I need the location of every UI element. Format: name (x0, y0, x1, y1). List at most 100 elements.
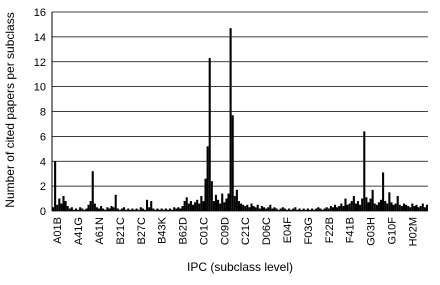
bar (375, 204, 378, 211)
y-tick-label: 12 (34, 57, 46, 69)
x-tick-label: C01C (198, 217, 210, 245)
bar (417, 207, 420, 211)
bar (306, 208, 309, 211)
bar (152, 208, 155, 211)
bar (68, 208, 71, 211)
bar (379, 199, 383, 211)
bar (260, 206, 263, 211)
bar (338, 206, 341, 211)
bar (79, 207, 82, 211)
bar (240, 203, 243, 211)
bar (331, 207, 334, 211)
y-tick-label: 14 (34, 32, 46, 44)
bar (269, 204, 272, 211)
bar (354, 203, 357, 211)
bar (114, 194, 117, 211)
y-tick-label: 10 (34, 82, 46, 94)
bar (158, 209, 161, 211)
bar (123, 207, 126, 211)
bar (279, 208, 282, 211)
bar (365, 197, 368, 211)
bar (315, 208, 318, 211)
bar (265, 208, 268, 211)
bar (409, 207, 412, 211)
bar (356, 201, 360, 211)
bar (304, 209, 307, 211)
bar (125, 209, 128, 211)
bar (74, 208, 78, 211)
x-tick-label: A01B (52, 217, 64, 244)
bar (106, 207, 109, 211)
bar (87, 204, 90, 211)
bar (100, 206, 103, 211)
bar (133, 209, 136, 211)
bar (425, 204, 428, 211)
bar (298, 208, 301, 211)
x-tick-label: H02M (407, 217, 419, 246)
bar (292, 208, 295, 211)
bar (258, 208, 261, 211)
bar (321, 209, 324, 211)
bar (242, 204, 245, 211)
bar (237, 201, 240, 211)
bar (110, 206, 113, 211)
bar (187, 203, 190, 211)
bar (244, 206, 247, 211)
bar (392, 204, 395, 211)
x-tick-label: E04F (282, 217, 294, 244)
bar (290, 209, 293, 211)
bar (342, 206, 345, 211)
x-tick-label: B62D (178, 217, 190, 245)
bar (352, 196, 355, 211)
bar (396, 196, 399, 211)
bar (348, 203, 351, 211)
bar (275, 208, 278, 211)
y-tick-label: 0 (40, 206, 46, 218)
bar (235, 189, 238, 211)
bar (85, 208, 88, 211)
bar (262, 207, 266, 211)
bar (225, 198, 228, 211)
bar (277, 209, 280, 211)
y-tick-label: 8 (40, 107, 46, 119)
bar (227, 193, 230, 211)
bar (394, 203, 397, 211)
bar (141, 208, 144, 211)
bar (129, 209, 132, 211)
bar (202, 201, 205, 211)
bar (112, 207, 115, 211)
bar (373, 203, 376, 211)
bar (367, 202, 370, 211)
bar (363, 131, 366, 211)
bar (329, 206, 332, 211)
bar (246, 204, 249, 211)
bar (168, 208, 172, 211)
bar (313, 209, 316, 211)
bar (62, 196, 65, 211)
bar (384, 201, 387, 211)
bar (108, 208, 111, 211)
bar (164, 208, 167, 211)
bar (171, 209, 174, 211)
bar (398, 204, 401, 211)
bar (346, 204, 349, 211)
bar (162, 209, 165, 211)
bar (77, 209, 80, 211)
bar (317, 207, 320, 211)
x-tick-label: B43K (157, 216, 169, 244)
bar (208, 58, 211, 211)
bar (229, 28, 232, 212)
bar (97, 208, 101, 211)
x-tick-label: D06C (261, 217, 273, 245)
bar (212, 201, 215, 211)
bar (154, 209, 157, 211)
x-tick-label: G10F (386, 217, 398, 245)
bar (173, 207, 176, 211)
bar (344, 198, 347, 211)
bar (308, 209, 312, 211)
bar (350, 201, 353, 211)
bar (95, 207, 98, 211)
bar (296, 209, 299, 211)
bar (421, 203, 424, 211)
bar (377, 202, 380, 211)
